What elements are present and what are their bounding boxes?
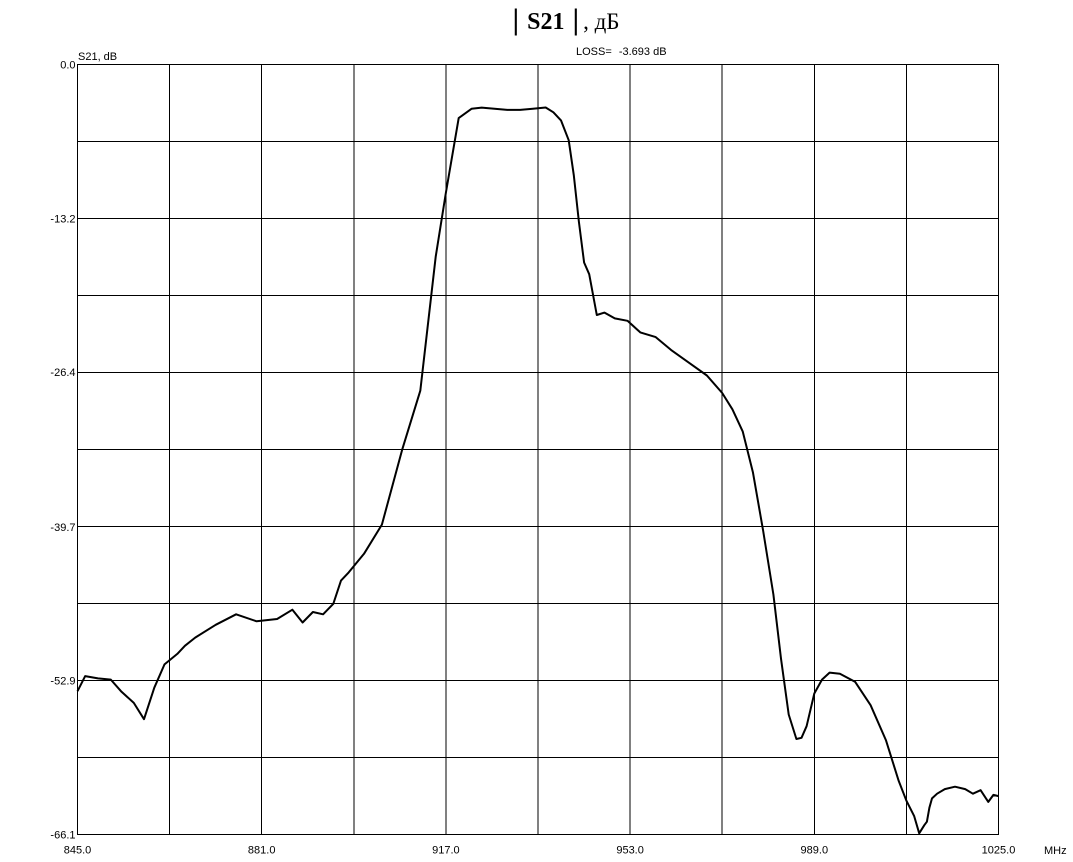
loss-label-text: LOSS= [576,46,612,58]
loss-value: -3.693 dB [619,46,667,58]
x-tick-labels: 845.0 881.0 917.0 953.0 989.0 1025.0 [64,845,1016,857]
y-tick-label: -66.1 [50,830,75,842]
chart-heading: | S21 | , дБ [513,3,620,36]
grid [77,64,999,835]
x-tick-label: 989.0 [801,845,829,857]
s21-trace [76,106,999,835]
x-tick-label: 881.0 [248,845,276,857]
heading-main: S21 [527,9,564,35]
x-tick-label: 917.0 [432,845,460,857]
y-tick-label: -39.7 [50,522,75,534]
y-tick-label: 0.0 [60,60,75,72]
y-tick-label: -13.2 [50,213,75,225]
heading-suffix: , дБ [583,9,619,34]
heading-bar-left: | [513,3,520,36]
y-tick-label: -52.9 [50,676,75,688]
y-axis-label: S21, dB [78,51,117,63]
x-unit-label: MHz [1044,845,1067,857]
heading-bar-right: | [572,3,579,36]
y-tick-label: -26.4 [50,367,75,379]
x-tick-label: 1025.0 [982,845,1016,857]
y-tick-labels: 0.0 -13.2 -26.4 -39.7 -52.9 -66.1 [50,60,75,842]
x-tick-label: 845.0 [64,845,92,857]
x-tick-label: 953.0 [616,845,644,857]
loss-label: LOSS= -3.693 dB [576,46,667,58]
